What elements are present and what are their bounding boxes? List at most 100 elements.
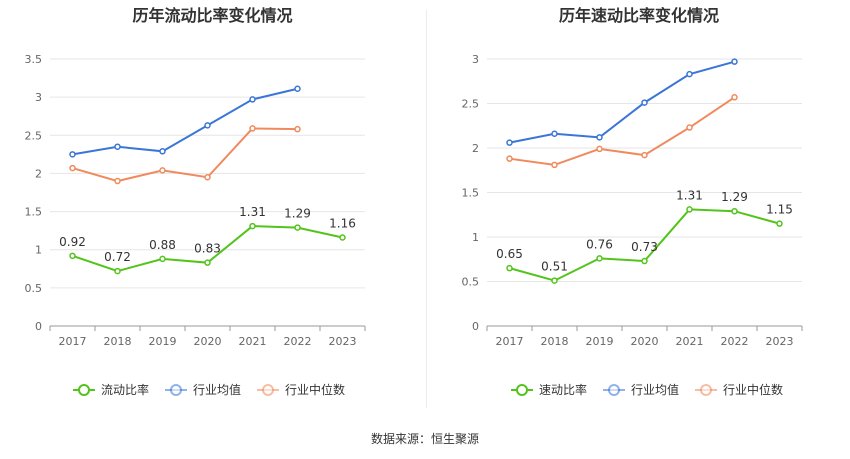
data-point[interactable] bbox=[731, 58, 738, 65]
x-tick-label: 2023 bbox=[766, 335, 794, 348]
y-tick-label: 1.5 bbox=[462, 187, 480, 200]
legend-marker bbox=[700, 384, 712, 396]
legend-marker bbox=[170, 384, 182, 396]
data-label: 0.92 bbox=[59, 235, 86, 249]
y-tick-label: 0.5 bbox=[25, 282, 43, 295]
data-point[interactable] bbox=[114, 177, 121, 185]
data-point[interactable] bbox=[686, 124, 693, 131]
data-point[interactable] bbox=[114, 267, 121, 275]
data-label: 0.83 bbox=[194, 242, 221, 256]
data-point[interactable] bbox=[204, 122, 211, 129]
legend-marker bbox=[608, 384, 620, 396]
legend-item[interactable]: 速动比率 bbox=[511, 382, 587, 397]
data-label: 0.76 bbox=[586, 237, 613, 251]
chart-title: 历年速动比率变化情况 bbox=[558, 6, 719, 25]
data-point[interactable] bbox=[641, 99, 648, 106]
y-tick-label: 1 bbox=[472, 231, 479, 244]
data-point[interactable] bbox=[69, 151, 76, 158]
data-point[interactable] bbox=[506, 155, 513, 162]
x-tick-label: 2019 bbox=[149, 335, 177, 348]
x-tick-label: 2018 bbox=[104, 335, 132, 348]
data-point[interactable] bbox=[339, 234, 346, 241]
legend-item[interactable]: 行业中位数 bbox=[257, 382, 345, 397]
y-tick-label: 0 bbox=[472, 320, 479, 333]
data-point[interactable] bbox=[114, 143, 121, 150]
x-tick-label: 2021 bbox=[239, 335, 267, 348]
current-ratio-panel: 历年流动比率变化情况 0 0.5 1 1.5 2 2.5 3 3.5 2017 2018 2019 2… bbox=[0, 0, 425, 420]
data-point[interactable] bbox=[204, 173, 211, 181]
data-point[interactable] bbox=[159, 255, 166, 263]
data-point[interactable] bbox=[596, 134, 603, 141]
legend-item[interactable]: 流动比率 bbox=[73, 382, 149, 397]
data-point[interactable] bbox=[506, 139, 513, 146]
x-tick-label: 2019 bbox=[586, 335, 614, 348]
legend-item[interactable]: 行业均值 bbox=[165, 382, 241, 397]
data-point[interactable] bbox=[249, 96, 256, 103]
data-label: 1.31 bbox=[676, 188, 703, 202]
x-tick-label: 2017 bbox=[496, 335, 524, 348]
x-tick-label: 2018 bbox=[541, 335, 569, 348]
y-tick-label: 2 bbox=[472, 142, 479, 155]
y-tick-label: 3.5 bbox=[25, 53, 43, 66]
y-tick-label: 3 bbox=[35, 91, 42, 104]
data-point[interactable] bbox=[551, 277, 558, 284]
legend-marker bbox=[78, 384, 90, 396]
legend-label: 流动比率 bbox=[101, 382, 149, 397]
data-label: 1.29 bbox=[284, 207, 311, 221]
data-point[interactable] bbox=[551, 130, 558, 138]
data-label: 0.65 bbox=[496, 247, 523, 261]
data-point[interactable] bbox=[159, 167, 166, 174]
legend-marker bbox=[262, 384, 274, 396]
y-tick-label: 2 bbox=[35, 167, 42, 180]
data-point[interactable] bbox=[551, 161, 558, 169]
series-line bbox=[509, 60, 735, 144]
legend-label: 速动比率 bbox=[539, 382, 587, 397]
y-tick-label: 0.5 bbox=[462, 276, 480, 289]
x-tick-label: 2022 bbox=[284, 335, 312, 348]
data-source-label: 数据来源：恒生聚源 bbox=[370, 432, 479, 446]
legend-label: 行业均值 bbox=[631, 382, 679, 397]
data-point[interactable] bbox=[69, 164, 76, 172]
data-point[interactable] bbox=[731, 94, 738, 101]
legend-label: 行业中位数 bbox=[285, 382, 345, 397]
series-line bbox=[509, 96, 736, 166]
y-tick-label: 2.5 bbox=[25, 129, 43, 142]
data-point[interactable] bbox=[204, 259, 211, 266]
data-point[interactable] bbox=[686, 70, 693, 78]
x-tick-label: 2020 bbox=[631, 335, 659, 348]
series-line bbox=[72, 127, 298, 183]
data-point[interactable] bbox=[641, 257, 648, 265]
data-point[interactable] bbox=[249, 222, 256, 230]
y-tick-label: 1.5 bbox=[25, 206, 43, 219]
data-point[interactable] bbox=[294, 85, 301, 93]
chart-title: 历年流动比率变化情况 bbox=[132, 6, 293, 25]
legend-label: 行业中位数 bbox=[723, 382, 783, 397]
data-label: 0.72 bbox=[104, 250, 131, 264]
y-tick-label: 3 bbox=[472, 53, 479, 66]
data-point[interactable] bbox=[596, 255, 603, 262]
data-point[interactable] bbox=[641, 151, 648, 159]
x-tick-label: 2017 bbox=[59, 335, 87, 348]
data-point[interactable] bbox=[294, 125, 301, 133]
legend-item[interactable]: 行业中位数 bbox=[695, 382, 783, 397]
data-point[interactable] bbox=[686, 206, 693, 213]
legend-label: 行业均值 bbox=[193, 382, 241, 397]
data-point[interactable] bbox=[159, 148, 166, 155]
data-point[interactable] bbox=[596, 145, 603, 153]
current-ratio-chart: 0 0.5 1 1.5 2 2.5 3 3.5 2017 2018 2019 2020 2021 2022… bbox=[25, 53, 366, 397]
data-point[interactable] bbox=[69, 252, 76, 260]
x-tick-label: 2021 bbox=[676, 335, 704, 348]
data-label: 1.29 bbox=[721, 190, 748, 204]
y-tick-label: 2.5 bbox=[462, 98, 480, 111]
data-point[interactable] bbox=[506, 264, 513, 272]
data-point[interactable] bbox=[776, 220, 783, 227]
y-tick-label: 1 bbox=[35, 244, 42, 257]
x-tick-label: 2023 bbox=[329, 335, 357, 348]
y-tick-label: 0 bbox=[35, 320, 42, 333]
data-label: 0.51 bbox=[541, 260, 568, 274]
data-point[interactable] bbox=[249, 125, 256, 132]
data-point[interactable] bbox=[294, 224, 301, 231]
legend-item[interactable]: 行业均值 bbox=[603, 382, 679, 397]
data-point[interactable] bbox=[731, 207, 738, 215]
